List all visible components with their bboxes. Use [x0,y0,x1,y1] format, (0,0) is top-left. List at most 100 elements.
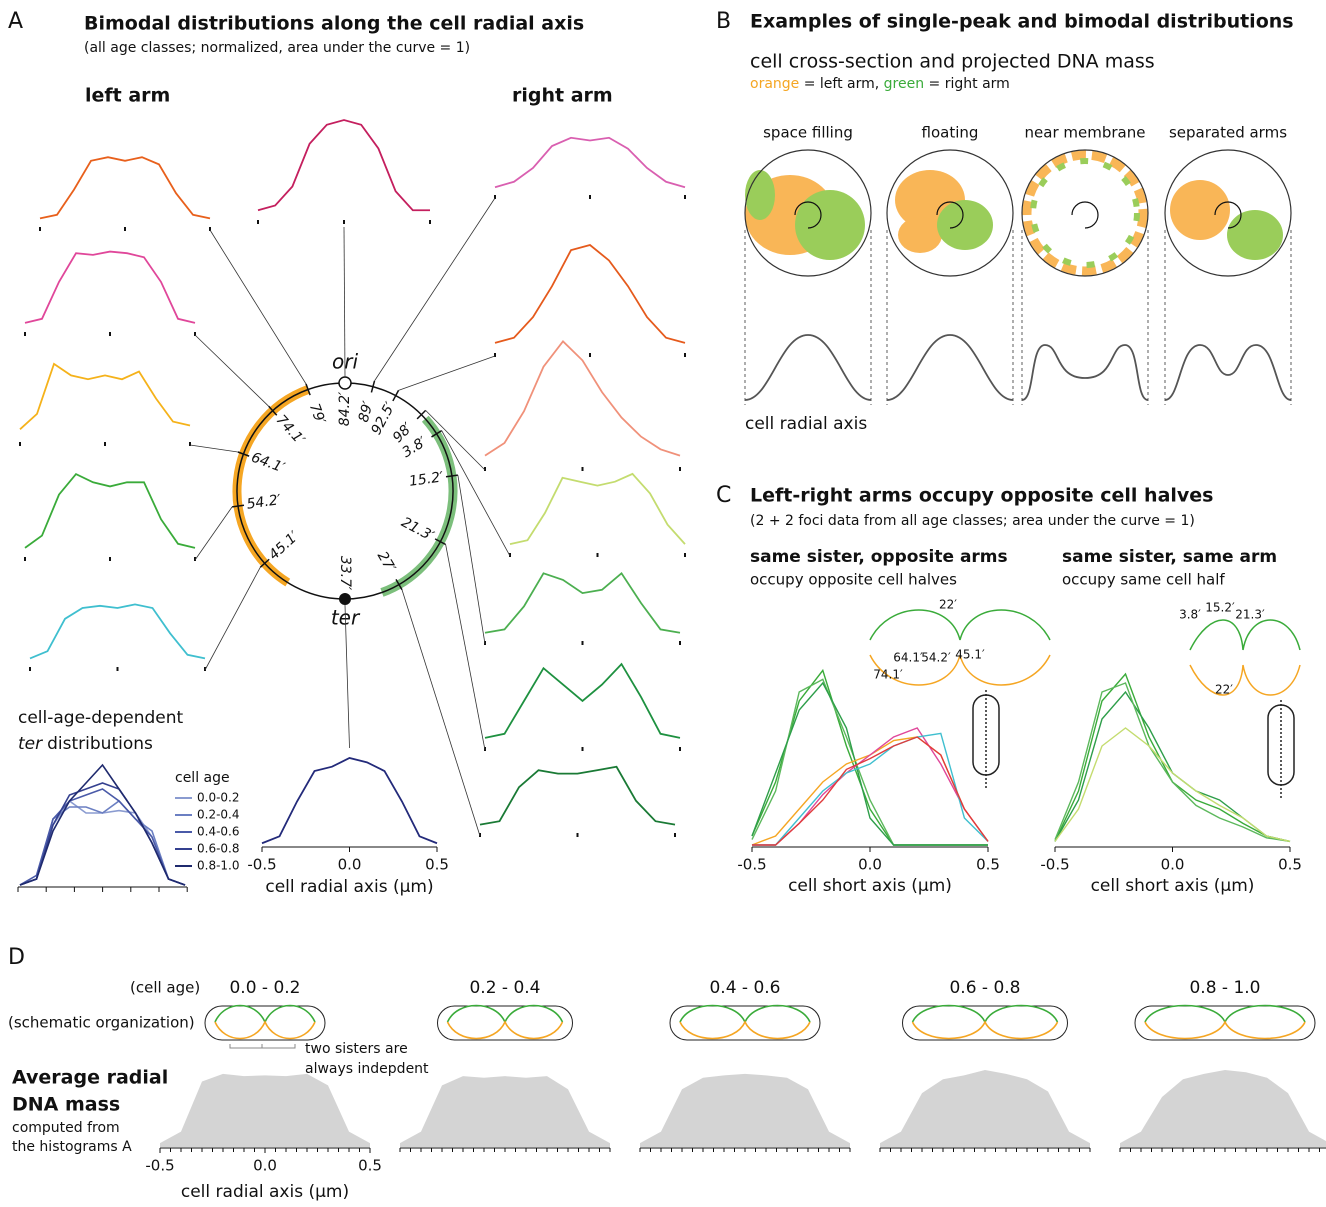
label: 0.5 [1278,856,1302,874]
label: two sisters are [305,1041,408,1057]
label: 22′ [939,598,957,612]
sister-green [215,1006,315,1023]
area [1120,1070,1326,1147]
sister-orange [1145,1022,1305,1039]
label: 33.7′ [337,556,353,591]
label: 22′ [1215,683,1233,697]
label: same sister, same arm [1062,547,1277,567]
area [880,1070,1090,1147]
label: Bimodal distributions along the cell rad… [84,13,584,35]
label: cell cross-section and projected DNA mas… [750,51,1155,73]
locus-tick [393,390,399,401]
profile-line [40,157,210,218]
label: cell radial axis (µm) [265,877,433,897]
profile-line [480,767,675,825]
label: Average radial [12,1067,168,1089]
label: cell short axis (µm) [788,876,952,896]
label: cell radial axis (µm) [181,1182,349,1202]
profile-line [485,573,680,632]
profile-line [25,474,195,548]
label: ter [18,734,43,754]
area [640,1074,850,1147]
label: 74.1′ [873,668,903,682]
area [160,1074,370,1147]
label: 15.2′ [408,469,445,490]
label: 64.1′ [893,651,923,665]
profile-line [510,474,685,544]
label: DNA mass [12,1094,120,1116]
profile-line [485,341,680,455]
label: A [8,9,23,34]
ter-line [20,801,185,885]
figure: A Bimodal distributions along the cell ra… [0,0,1326,1207]
c-line [1055,683,1290,841]
label: (cell age) [130,979,200,997]
label: left arm [85,85,170,107]
connector [399,356,495,390]
label: the histograms A [12,1139,132,1155]
label: cell age [175,770,230,786]
profile-line [258,120,430,210]
connector [195,507,232,560]
label: 21.3′ [398,514,437,545]
label: -0.5 [737,856,766,874]
sister-orange [913,1022,1058,1039]
connector [210,230,306,384]
label: space filling [763,124,853,142]
sister-green [680,1006,810,1023]
label: 0.6 - 0.8 [949,978,1020,998]
label: distributions [47,734,153,754]
label: (2 + 2 foci data from all age classes; a… [750,513,1195,529]
label: 45.1′ [266,528,303,563]
profile-line [495,245,685,343]
label: separated arms [1169,124,1287,142]
label: 0.0 [253,1157,277,1175]
label: 0.5 [358,1157,382,1175]
label: 0.0 [338,856,362,874]
label: 0.0 [858,856,882,874]
profile-line [495,138,685,188]
key-part: green [884,76,924,92]
label: 54.2′ [921,651,951,665]
sister-orange [215,1022,315,1039]
c-line [752,733,988,845]
label: floating [922,124,979,142]
connector [190,445,238,452]
label: 64.1′ [249,450,288,477]
label: occupy same cell half [1062,571,1225,589]
label: 45.1′ [955,648,985,662]
connector [446,545,485,750]
label: occupy opposite cell halves [750,571,957,589]
label: cell short axis (µm) [1091,876,1255,896]
label: Examples of single-peak and bimodal dist… [750,11,1294,33]
label: near membrane [1025,124,1146,142]
c-insets [870,610,1300,800]
c-line [752,737,988,845]
sister-orange [448,1022,563,1039]
label: 21.3′ [1235,608,1265,622]
label: 54.2′ [246,492,283,513]
connector [402,590,480,836]
label: Left-right arms occupy opposite cell hal… [750,485,1214,507]
sister-green [448,1006,563,1023]
label: 79′ [306,401,328,427]
label: 0.5 [976,856,1000,874]
ter-line [20,783,185,885]
profile-line [20,364,190,429]
label: -0.5 [1040,856,1069,874]
label: same sister, opposite arms [750,547,1008,567]
label: 0.0-0.2 [197,791,240,805]
profile-line [262,758,437,843]
key-part: = left arm, [799,76,883,92]
label: 0.0 - 0.2 [229,978,300,998]
label: 27′ [374,549,399,576]
area [400,1076,610,1147]
c-line [752,728,988,845]
label: computed from [12,1120,120,1136]
label: 0.6-0.8 [197,842,240,856]
label: 0.2 - 0.4 [469,978,540,998]
label: 0.0 [1161,856,1185,874]
sister-green [913,1006,1058,1023]
connector [426,410,485,470]
